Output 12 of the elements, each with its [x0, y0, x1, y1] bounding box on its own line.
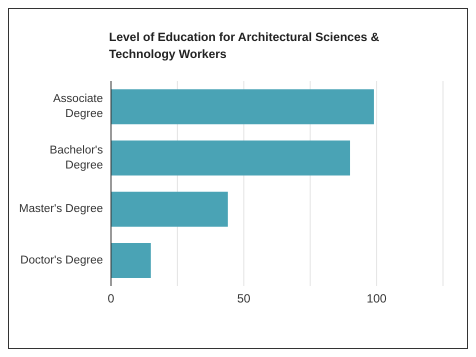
bar: [111, 89, 374, 124]
x-tick-label: 100: [366, 292, 387, 306]
y-tick-label: Bachelor's Degree: [50, 144, 104, 172]
x-tick-label: 50: [237, 292, 251, 306]
bar: [111, 140, 350, 176]
x-tick-label: 0: [108, 292, 115, 306]
y-tick-label: Master's Degree: [18, 203, 103, 216]
y-tick-label: Associate Degree: [53, 93, 103, 120]
y-tick-label: Doctor's Degree: [20, 254, 103, 266]
chart-title: Level of Education for Architectural Sciences & Technology Workers: [109, 29, 380, 63]
bar: [111, 242, 151, 278]
bar: [111, 192, 228, 227]
